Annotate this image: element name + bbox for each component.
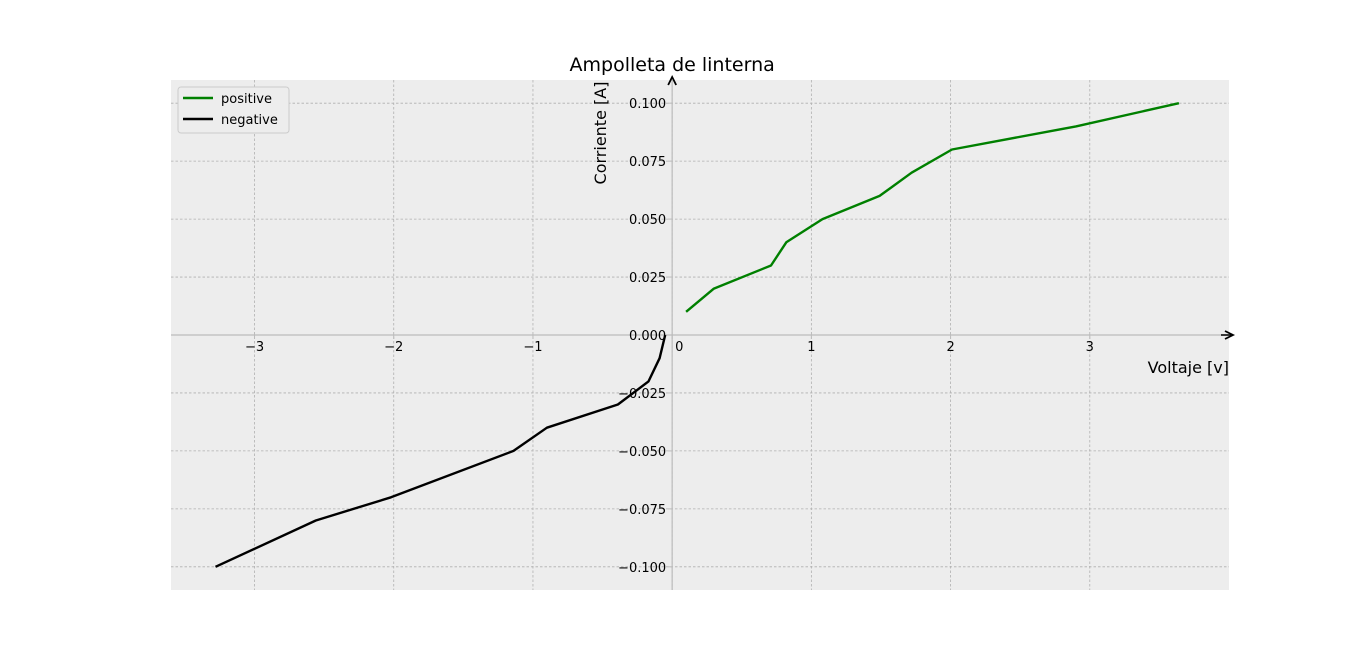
y-tick-label: −0.100 — [618, 561, 666, 576]
x-axis-arrowhead — [1224, 330, 1236, 340]
chart-title: Ampolleta de linterna — [570, 54, 775, 76]
y-axis-title: Corriente [A] — [591, 82, 610, 185]
legend-label-positive: positive — [221, 92, 272, 107]
y-tick-label: 0.000 — [629, 329, 666, 344]
series-line-negative — [214, 334, 667, 568]
y-tick-label: 0.075 — [629, 155, 666, 170]
x-tick-label: −1 — [523, 340, 542, 355]
x-tick-label: 0 — [675, 340, 683, 355]
y-tick-label: −0.050 — [618, 445, 666, 460]
legend: positive negative — [177, 86, 290, 134]
x-tick-label: 3 — [1086, 340, 1094, 355]
x-tick-label: −3 — [245, 340, 264, 355]
y-tick-label: −0.075 — [618, 503, 666, 518]
series-line-positive — [685, 102, 1180, 313]
y-tick-label: 0.050 — [629, 213, 666, 228]
x-tick-label: 1 — [807, 340, 815, 355]
y-tick-label: −0.025 — [618, 387, 666, 402]
x-axis-title: Voltaje [v] — [1148, 358, 1229, 377]
x-tick-label: 2 — [946, 340, 954, 355]
x-tick-label: −2 — [384, 340, 403, 355]
y-tick-label: 0.025 — [629, 271, 666, 286]
legend-label-negative: negative — [221, 113, 278, 128]
series-layer — [214, 102, 1180, 568]
y-axis-arrowhead — [667, 74, 677, 86]
tick-labels: −3 −2 −1 0 1 2 3 −0.100 −0.075 −0.050 −0.025 0.000 0… — [245, 97, 1094, 576]
y-tick-label: 0.100 — [629, 97, 666, 112]
